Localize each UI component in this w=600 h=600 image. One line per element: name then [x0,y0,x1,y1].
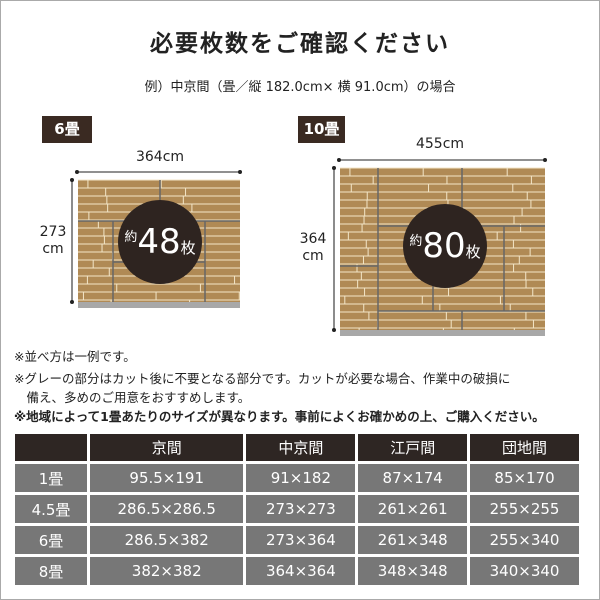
row-label: 1畳 [15,464,87,492]
example-caption: 例）中京間（畳／縦 182.0cm× 横 91.0cm）の場合 [144,80,456,95]
width-label-10jo: 455cm [415,136,465,152]
cell: 85×170 [470,464,579,492]
table-header-row: 京間 中京間 江戸間 団地間 [15,434,579,461]
note-2: ※グレーの部分はカット後に不要となる部分です。カットが必要な場合、作業中の破損に [14,371,511,386]
height-value: 364 [299,231,327,247]
cell: 340×340 [470,557,579,585]
cell: 348×348 [358,557,468,585]
count-suffix: 枚 [465,243,481,261]
dimension-end-dot [238,170,242,174]
note-4: ※地域によって1畳あたりのサイズが異なります。事前によくお確かめの上、ご購入くだ… [14,409,545,424]
dimension-end-dot [75,170,79,174]
count-badge-10jo: 約80枚 [403,222,487,272]
dimension-end-dot [543,158,547,162]
height-value: 273 [39,224,67,240]
floor-diagram-6jo [70,170,242,308]
cell: 91×182 [246,464,356,492]
count-prefix: 約 [124,230,138,245]
page-title: 必要枚数をご確認ください [150,31,450,57]
height-label-10jo: 364 cm [296,231,330,265]
cell: 382×382 [90,557,244,585]
count-prefix: 約 [409,234,423,249]
table-row: 1畳 95.5×191 91×182 87×174 85×170 [15,464,579,492]
cell: 364×364 [246,557,356,585]
cut-area [340,330,545,336]
cell: 255×340 [470,526,579,554]
table-row: 4.5畳 286.5×286.5 273×273 261×261 255×255 [15,495,579,523]
height-label-6jo: 273 cm [36,224,70,258]
table-row: 8畳 382×382 364×364 348×348 340×340 [15,557,579,585]
table-row: 6畳 286.5×382 273×364 261×348 255×340 [15,526,579,554]
count-circle [403,204,487,288]
row-label: 8畳 [15,557,87,585]
dimension-end-dot [70,300,74,304]
width-label-6jo: 364cm [135,149,185,165]
header-cell: 京間 [90,434,244,461]
count-badge-6jo: 約48枚 [118,218,202,268]
cell: 95.5×191 [90,464,244,492]
count-circle [118,200,202,284]
count-suffix: 枚 [180,239,196,257]
dimension-end-dot [337,158,341,162]
size-table: 京間 中京間 江戸間 団地間 1畳 95.5×191 91×182 87×174 85×… [12,431,582,588]
count-value: 80 [422,226,466,266]
cell: 273×273 [246,495,356,523]
cell: 286.5×286.5 [90,495,244,523]
note-1: ※並べ方は一例です。 [14,349,136,364]
cut-area [78,302,240,308]
dimension-end-dot [332,166,336,170]
height-unit: cm [42,241,64,257]
cell: 261×348 [358,526,468,554]
header-cell: 中京間 [246,434,356,461]
cell: 286.5×382 [90,526,244,554]
height-unit: cm [302,248,324,264]
floor-diagram-10jo [332,158,547,336]
header-cell [15,434,87,461]
dimension-end-dot [332,328,336,332]
row-label: 6畳 [15,526,87,554]
header-cell: 団地間 [470,434,579,461]
dimension-end-dot [70,178,74,182]
tag-10jo: 10畳 [298,116,345,143]
cell: 87×174 [358,464,468,492]
header-cell: 江戸間 [358,434,468,461]
count-value: 48 [137,222,181,262]
tag-6jo: 6畳 [42,116,92,143]
cell: 273×364 [246,526,356,554]
row-label: 4.5畳 [15,495,87,523]
cell: 261×261 [358,495,468,523]
cell: 255×255 [470,495,579,523]
note-3: 備え、多めのご用意をおすすめします。 [14,390,251,405]
